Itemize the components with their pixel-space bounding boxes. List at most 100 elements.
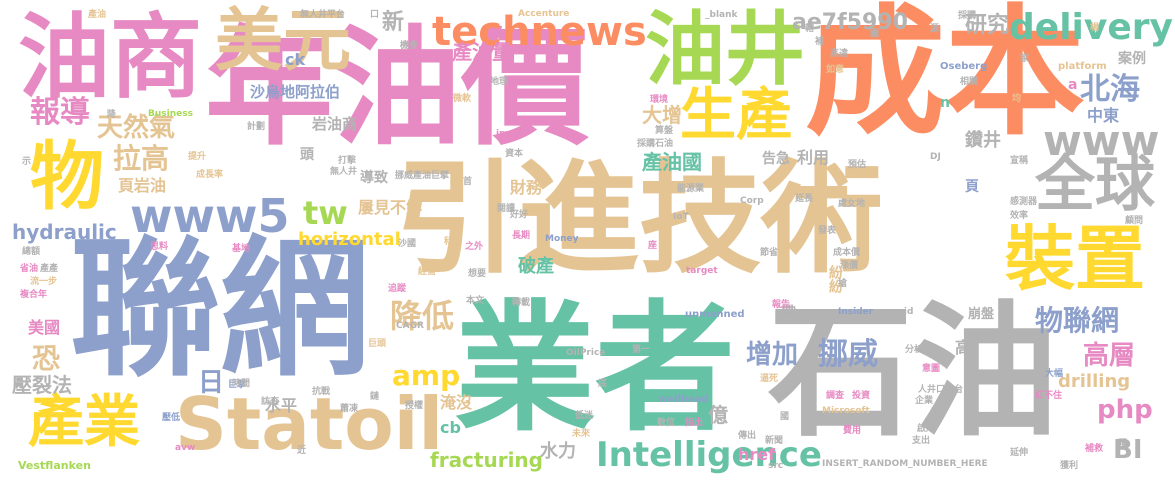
word-挪威: 挪威 xyxy=(818,337,878,372)
word-php: php xyxy=(1097,395,1153,425)
word-href: href xyxy=(738,445,776,464)
word-成長率: 成長率 xyxy=(196,170,224,180)
word-感測器: 感測器 xyxy=(1010,197,1038,207)
word-閱讀: 閱讀 xyxy=(497,204,516,214)
word-啟用: 啟用 xyxy=(917,424,936,434)
word-頁: 頁 xyxy=(965,179,979,195)
word-淹沒: 淹沒 xyxy=(440,393,473,412)
word-好好: 好好 xyxy=(510,210,529,220)
word-成本價: 成本價 xyxy=(833,248,861,258)
word-紛紛: 紛紛 xyxy=(827,265,843,293)
word-轉載: 轉載 xyxy=(512,298,531,308)
word-INSERT_RANDOM_NUMBER_HERE: INSERT_RANDOM_NUMBER_HERE xyxy=(822,459,988,469)
word-未來: 未來 xyxy=(572,429,591,439)
word-如意: 如意 xyxy=(826,65,845,75)
word-產油國: 產油國 xyxy=(642,150,702,174)
word-Vestflanken: Vestflanken xyxy=(18,459,91,472)
word-n: n xyxy=(940,95,950,111)
word-裝置: 裝置 xyxy=(1005,218,1145,300)
word-聯網: 聯網 xyxy=(70,223,371,397)
word-預估: 預估 xyxy=(848,160,867,170)
word-機會: 機會 xyxy=(400,41,419,51)
word-wellhead: wellhead xyxy=(658,394,709,405)
word-fracturing: fracturing xyxy=(430,448,543,472)
word-頭: 頭 xyxy=(300,147,314,163)
word-訪查: 訪查 xyxy=(261,397,280,407)
word-石油: 石油 xyxy=(768,288,1058,457)
word-地理: 地理 xyxy=(490,77,509,87)
word-avw: avw xyxy=(175,443,196,453)
word-效率: 效率 xyxy=(1010,211,1029,221)
word-第一: 第一 xyxy=(632,345,651,355)
word-新: 新 xyxy=(382,10,405,35)
word-DJ: DJ xyxy=(930,152,941,162)
word-數位: 數位 xyxy=(657,418,676,428)
word-均: 均 xyxy=(1012,94,1022,104)
word-挪威產油巨擘: 挪威產油巨擘 xyxy=(395,171,450,181)
word-unmanned: unmanned xyxy=(685,309,745,320)
word-成本: 成本 xyxy=(805,0,1086,155)
word-產業: 產業 xyxy=(28,390,140,455)
word-近: 近 xyxy=(297,446,307,456)
word-Intelligence: Intelligence xyxy=(596,435,822,475)
word-岩油商: 岩油商 xyxy=(312,115,358,133)
word-天然氣: 天然氣 xyxy=(97,113,176,143)
word-ae7f5990: ae7f5990 xyxy=(792,10,908,35)
word-企業: 企業 xyxy=(915,396,934,406)
word-相關: 相關 xyxy=(960,77,979,87)
word-處女地: 處女地 xyxy=(838,199,866,209)
word-OilPrice: OilPrice xyxy=(566,348,606,358)
word-Insider: Insider xyxy=(838,307,874,317)
word-drilling: drilling xyxy=(1058,371,1131,392)
word-環境: 環境 xyxy=(650,95,669,105)
word-美元: 美元 xyxy=(215,2,352,81)
word-經營: 經營 xyxy=(418,267,437,277)
word-長期: 長期 xyxy=(512,231,531,241)
word-國: 國 xyxy=(780,412,790,422)
word-底: 底 xyxy=(598,379,608,389)
word-報導: 報導 xyxy=(30,95,90,130)
word-巨頭: 巨頭 xyxy=(368,339,387,349)
word-本文: 本文 xyxy=(466,296,485,306)
word-tw: tw xyxy=(303,194,348,232)
word-意圖: 意圖 xyxy=(922,364,941,374)
word-新聞: 新聞 xyxy=(765,436,784,446)
word-年油價: 年油價 xyxy=(205,14,590,163)
word-頁岩油: 頁岩油 xyxy=(118,176,167,195)
word-Oseberg: Oseberg xyxy=(940,61,988,72)
word-研究: 研究 xyxy=(965,13,1010,38)
word-target: target xyxy=(686,266,718,276)
word-億: 億 xyxy=(708,403,728,427)
word-產產: 產產 xyxy=(40,264,59,274)
word-生產: 生產 xyxy=(680,83,792,148)
word-a: a xyxy=(1068,77,1078,93)
word-獲利: 獲利 xyxy=(1060,461,1079,471)
word-引進技術: 引進技術 xyxy=(395,148,883,290)
word-壓低: 壓低 xyxy=(162,413,181,423)
word-物: 物 xyxy=(30,134,104,220)
word-低迷: 低迷 xyxy=(575,411,594,421)
word-巨擘: 巨擘 xyxy=(228,380,247,390)
word-傳出: 傳出 xyxy=(738,431,757,441)
word-發表: 發表 xyxy=(818,226,837,236)
word-之外: 之外 xyxy=(465,242,484,252)
word-高層: 高層 xyxy=(1083,341,1136,371)
word-中東: 中東 xyxy=(1087,106,1120,125)
word-補: 補 xyxy=(815,37,825,47)
word-鑽井: 鑽井 xyxy=(965,130,1001,151)
word-省油: 省油 xyxy=(20,264,39,274)
word-ck: ck xyxy=(285,50,306,69)
word-platform: platform xyxy=(1058,61,1107,72)
word-總額: 總額 xyxy=(22,247,41,257)
word-降: 降 xyxy=(107,110,117,120)
word-算盤: 算盤 xyxy=(655,126,674,136)
word-投資: 投資 xyxy=(852,391,871,401)
word-追蹤: 追蹤 xyxy=(388,284,407,294)
word-月: 月 xyxy=(140,334,150,344)
word-沙國: 沙國 xyxy=(398,239,417,249)
word-產油: 產油 xyxy=(88,10,107,20)
word-蕭凍: 蕭凍 xyxy=(340,404,359,414)
word-Statoil: Statoil xyxy=(175,382,444,466)
word-美國: 美國 xyxy=(28,318,61,337)
word-抗戰: 抗戰 xyxy=(312,387,331,397)
